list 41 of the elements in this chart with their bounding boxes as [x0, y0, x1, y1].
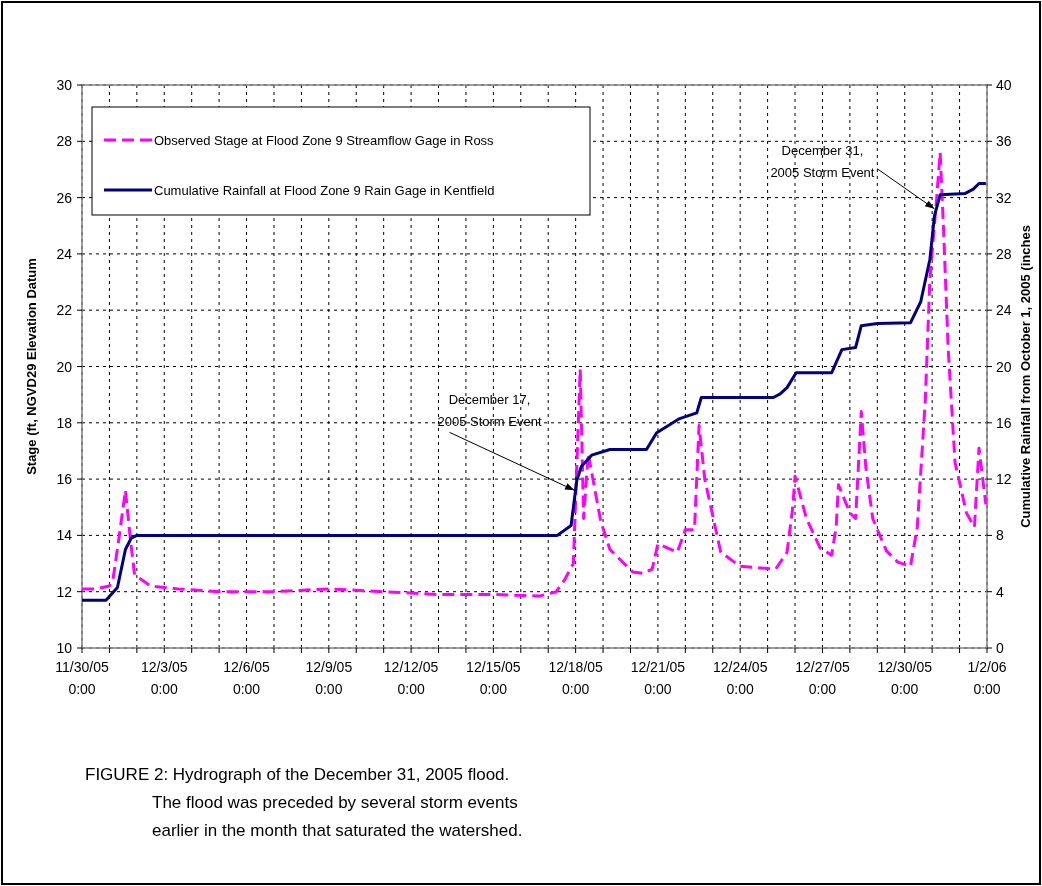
y-tick-label: 30 [56, 77, 73, 93]
x-tick-label: 12/6/05 0:00 [223, 659, 271, 697]
x-tick-label: 11/30/05 0:00 [55, 659, 109, 697]
y2-tick-label: 16 [996, 414, 1012, 431]
y2-tick-label: 32 [996, 189, 1012, 206]
y2-tick-label: 8 [996, 527, 1004, 544]
y-tick-label: 22 [56, 302, 73, 319]
annotation: December 31, 2005 Storm Event [770, 142, 875, 180]
x-tick-label: 12/12/05 0:00 [383, 659, 439, 697]
y-tick-label: 16 [56, 471, 73, 488]
x-tick-label: 12/24/05 0:00 [712, 659, 768, 697]
y2-tick-label: 24 [996, 302, 1012, 319]
y2-tick-label: 20 [996, 358, 1012, 375]
y2-tick-label: 28 [996, 245, 1012, 262]
y-tick-label: 10 [56, 640, 73, 656]
x-tick-label: 12/15/05 0:00 [466, 659, 521, 697]
x-tick-label: 12/21/05 0:00 [630, 659, 686, 697]
y2-tick-label: 4 [996, 583, 1004, 600]
y-axis-title: Stage (ft, NGVD29 Elevation Datum [24, 258, 39, 475]
y2-tick-label: 40 [996, 77, 1012, 93]
y-tick-label: 18 [56, 414, 73, 431]
y2-tick-label: 12 [996, 471, 1012, 488]
x-tick-label: 12/30/05 0:00 [877, 659, 933, 697]
y-tick-label: 28 [56, 133, 73, 150]
caption: FIGURE 2: Hydrograph of the December 31, 2005 flood. The flood was preceded by several storm events earlier in the month that saturated the watershed. [85, 765, 523, 840]
legend-label: Cumulative Rainfall at Flood Zone 9 Rain Gage in Kentfield [154, 183, 495, 198]
x-tick-label: 12/18/05 0:00 [548, 659, 604, 697]
y-tick-label: 12 [56, 583, 73, 600]
x-tick-label: 12/27/05 0:00 [795, 659, 850, 697]
annotation: December 17, 2005 Storm Event [437, 392, 542, 430]
y2-tick-label: 0 [996, 640, 1004, 656]
x-tick-label: 12/9/05 0:00 [305, 659, 353, 697]
y-tick-label: 26 [56, 189, 73, 206]
y2-axis-title: Cumulative Rainfall from October 1, 2005 (inches [1018, 225, 1033, 528]
x-tick-label: 12/3/05 0:00 [140, 659, 188, 697]
y2-tick-label: 36 [996, 133, 1012, 150]
legend-label: Observed Stage at Flood Zone 9 Streamflow Gage in Ross [154, 133, 495, 148]
y-tick-label: 20 [56, 358, 73, 375]
x-tick-label: 1/2/06 0:00 [967, 659, 1007, 697]
y-tick-label: 24 [56, 245, 73, 262]
y-tick-label: 14 [56, 527, 73, 544]
